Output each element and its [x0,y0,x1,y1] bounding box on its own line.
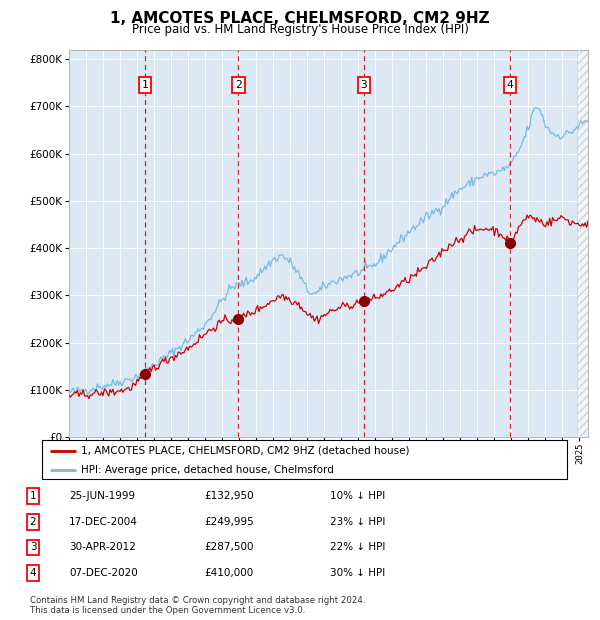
Text: £249,995: £249,995 [204,517,254,527]
Text: 3: 3 [29,542,37,552]
Text: 2: 2 [235,80,242,90]
Text: Price paid vs. HM Land Registry's House Price Index (HPI): Price paid vs. HM Land Registry's House … [131,23,469,36]
Text: Contains HM Land Registry data © Crown copyright and database right 2024.
This d: Contains HM Land Registry data © Crown c… [30,596,365,615]
Text: 1: 1 [29,491,37,501]
Text: HPI: Average price, detached house, Chelmsford: HPI: Average price, detached house, Chel… [82,465,334,475]
Text: 30% ↓ HPI: 30% ↓ HPI [330,568,385,578]
Text: £410,000: £410,000 [204,568,253,578]
Text: 4: 4 [29,568,37,578]
Text: 30-APR-2012: 30-APR-2012 [69,542,136,552]
Text: 2: 2 [29,517,37,527]
Text: 4: 4 [507,80,514,90]
Text: 23% ↓ HPI: 23% ↓ HPI [330,517,385,527]
Text: 1, AMCOTES PLACE, CHELMSFORD, CM2 9HZ: 1, AMCOTES PLACE, CHELMSFORD, CM2 9HZ [110,11,490,26]
Text: £287,500: £287,500 [204,542,254,552]
Text: 10% ↓ HPI: 10% ↓ HPI [330,491,385,501]
Text: 07-DEC-2020: 07-DEC-2020 [69,568,138,578]
Text: 25-JUN-1999: 25-JUN-1999 [69,491,135,501]
Text: 3: 3 [361,80,367,90]
Text: 1, AMCOTES PLACE, CHELMSFORD, CM2 9HZ (detached house): 1, AMCOTES PLACE, CHELMSFORD, CM2 9HZ (d… [82,446,410,456]
Text: £132,950: £132,950 [204,491,254,501]
Text: 17-DEC-2004: 17-DEC-2004 [69,517,138,527]
Text: 1: 1 [142,80,149,90]
Text: 22% ↓ HPI: 22% ↓ HPI [330,542,385,552]
